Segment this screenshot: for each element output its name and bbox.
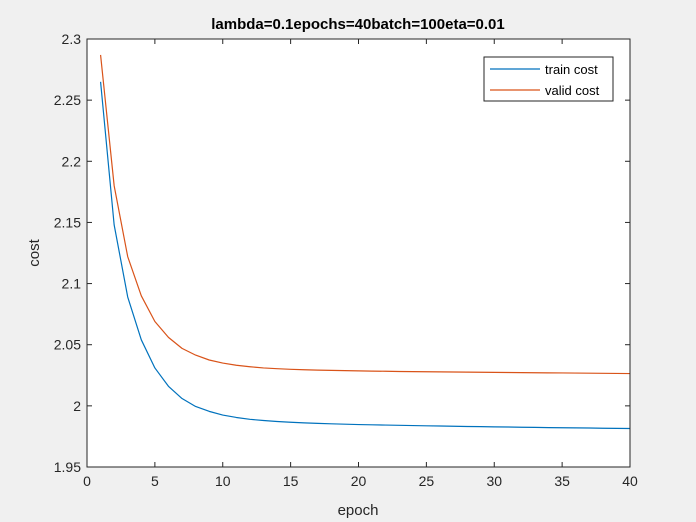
x-tick-label: 25	[419, 473, 435, 489]
x-tick-label: 40	[622, 473, 638, 489]
legend-label-train-cost: train cost	[545, 62, 598, 77]
x-tick-label: 35	[554, 473, 570, 489]
x-tick-label: 15	[283, 473, 299, 489]
x-tick-label: 30	[486, 473, 502, 489]
y-tick-label: 2.15	[54, 214, 81, 230]
series-lines	[99, 54, 631, 430]
plot-frame	[86, 38, 631, 468]
x-tick-label: 0	[83, 473, 91, 489]
y-axis-label: cost	[26, 238, 43, 266]
legend-label-valid-cost: valid cost	[545, 83, 600, 98]
y-tick-label: 2.05	[54, 337, 81, 353]
legend: train cost valid cost	[483, 56, 614, 102]
y-tick-label: 2.1	[62, 276, 82, 292]
x-tick-label: 20	[351, 473, 367, 489]
chart-title: lambda=0.1epochs=40batch=100eta=0.01	[211, 16, 505, 33]
x-tick-label: 10	[215, 473, 231, 489]
y-tick-label: 2.3	[62, 31, 82, 47]
series-line-train-cost	[99, 81, 631, 430]
x-tick-label: 5	[151, 473, 159, 489]
y-tick-label: 2.25	[54, 92, 81, 108]
y-tick-label: 2.2	[62, 153, 82, 169]
legend-box	[483, 56, 614, 102]
x-axis-label: epoch	[338, 502, 379, 519]
y-tick-label: 1.95	[54, 459, 81, 475]
series-line-valid-cost	[99, 54, 631, 375]
plot-area	[87, 39, 630, 467]
y-tick-label: 2	[73, 398, 81, 414]
tick-labels: 0 5 10 15 20 25 30 35 40 1.95 2 2.05 2.1 2.15 2.2 2.25 2…	[54, 31, 638, 489]
